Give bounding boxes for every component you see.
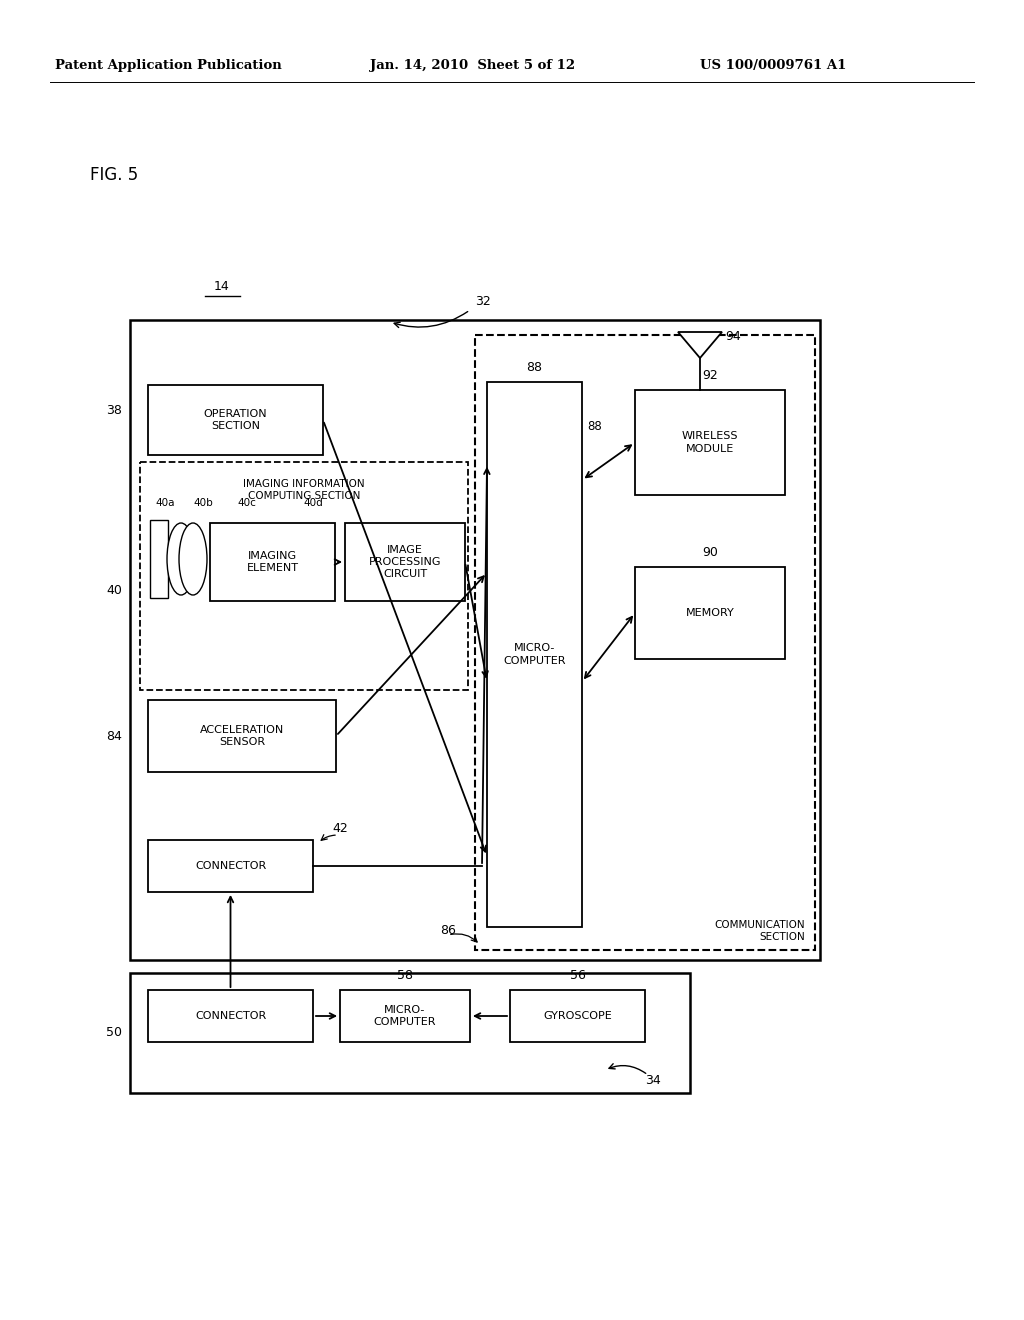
- Text: IMAGING INFORMATION
COMPUTING SECTION: IMAGING INFORMATION COMPUTING SECTION: [243, 479, 365, 502]
- Text: MICRO-
COMPUTER: MICRO- COMPUTER: [374, 1005, 436, 1027]
- Text: 14: 14: [214, 280, 229, 293]
- Text: WIRELESS
MODULE: WIRELESS MODULE: [682, 432, 738, 454]
- Bar: [475, 335, 815, 950]
- Bar: [635, 389, 785, 495]
- Text: 40d: 40d: [303, 498, 323, 508]
- Text: 42: 42: [332, 822, 348, 836]
- Text: ACCELERATION
SENSOR: ACCELERATION SENSOR: [200, 725, 284, 747]
- Text: 84: 84: [106, 730, 122, 742]
- Text: GYROSCOPE: GYROSCOPE: [543, 1011, 612, 1020]
- Text: 86: 86: [440, 924, 456, 936]
- Text: 90: 90: [702, 546, 718, 558]
- Text: 32: 32: [475, 294, 490, 308]
- Text: 94: 94: [725, 330, 740, 343]
- Text: 50: 50: [106, 1027, 122, 1040]
- Polygon shape: [678, 333, 722, 358]
- Text: 40: 40: [106, 583, 122, 597]
- Ellipse shape: [179, 523, 207, 595]
- Text: IMAGING
ELEMENT: IMAGING ELEMENT: [247, 550, 299, 573]
- Bar: [510, 990, 645, 1041]
- Ellipse shape: [167, 523, 195, 595]
- Bar: [635, 568, 785, 659]
- Bar: [130, 973, 690, 1093]
- Text: Patent Application Publication: Patent Application Publication: [55, 58, 282, 71]
- Text: IMAGE
PROCESSING
CIRCUIT: IMAGE PROCESSING CIRCUIT: [369, 545, 441, 579]
- Text: MICRO-
COMPUTER: MICRO- COMPUTER: [503, 643, 565, 665]
- Text: 88: 88: [526, 360, 543, 374]
- Text: 38: 38: [106, 404, 122, 417]
- Bar: [148, 385, 323, 455]
- Text: CONNECTOR: CONNECTOR: [195, 861, 266, 871]
- Bar: [148, 700, 336, 772]
- Bar: [148, 990, 313, 1041]
- Text: US 100/0009761 A1: US 100/0009761 A1: [700, 58, 847, 71]
- Text: OPERATION
SECTION: OPERATION SECTION: [204, 409, 267, 432]
- Text: 88: 88: [587, 421, 602, 433]
- Bar: [345, 523, 465, 601]
- Text: COMMUNICATION
SECTION: COMMUNICATION SECTION: [715, 920, 805, 942]
- Bar: [150, 520, 168, 598]
- Text: 34: 34: [645, 1073, 660, 1086]
- Text: FIG. 5: FIG. 5: [90, 166, 138, 183]
- Bar: [140, 462, 468, 690]
- Bar: [487, 381, 582, 927]
- Text: 58: 58: [397, 969, 413, 982]
- Bar: [148, 840, 313, 892]
- Text: Jan. 14, 2010  Sheet 5 of 12: Jan. 14, 2010 Sheet 5 of 12: [370, 58, 575, 71]
- Text: 56: 56: [569, 969, 586, 982]
- Bar: [210, 523, 335, 601]
- Text: 92: 92: [702, 370, 718, 381]
- Bar: [340, 990, 470, 1041]
- Bar: [130, 319, 820, 960]
- Text: CONNECTOR: CONNECTOR: [195, 1011, 266, 1020]
- Text: 40b: 40b: [193, 498, 213, 508]
- Text: 40a: 40a: [155, 498, 174, 508]
- Text: 40c: 40c: [237, 498, 256, 508]
- Text: MEMORY: MEMORY: [686, 609, 734, 618]
